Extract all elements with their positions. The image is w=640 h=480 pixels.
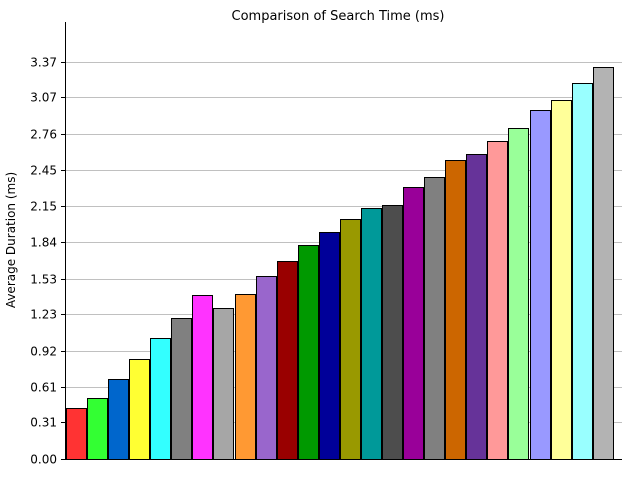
bar: [361, 208, 382, 460]
bar: [572, 83, 593, 460]
bar: [150, 338, 171, 460]
bar: [108, 379, 129, 460]
y-tick-label: 0.92: [30, 345, 57, 359]
y-tick-label: 3.07: [30, 91, 57, 105]
y-tick-label: 2.15: [30, 200, 57, 214]
bar: [192, 295, 213, 460]
y-axis-label: Average Duration (ms): [4, 172, 18, 308]
y-tick-label: 1.23: [30, 308, 57, 322]
y-tick-label: 1.53: [30, 273, 57, 287]
bar: [256, 276, 277, 460]
y-tick-label: 2.76: [30, 128, 57, 142]
bar: [424, 177, 445, 460]
bar: [403, 187, 424, 460]
chart-title: Comparison of Search Time (ms): [232, 9, 445, 24]
bar: [129, 359, 150, 460]
bar: [382, 205, 403, 460]
bar: [508, 128, 529, 460]
bar: [87, 398, 108, 460]
bar: [235, 294, 256, 460]
bar: [487, 141, 508, 460]
bar: [466, 154, 487, 460]
y-tick-label: 0.31: [30, 416, 57, 430]
bar: [66, 408, 87, 460]
y-tick-label: 0.61: [30, 381, 57, 395]
y-axis-ticks: 0.00 0.31 0.61 0.92 1.23 1.53 1.84 2.15 2.45 2.76…: [30, 56, 65, 467]
y-tick-label: 1.84: [30, 236, 57, 250]
y-tick-label: 0.00: [30, 453, 57, 467]
axes: [65, 22, 622, 460]
y-tick-label: 2.45: [30, 164, 57, 178]
bar: [445, 160, 466, 460]
bar: [277, 261, 298, 460]
bars: [66, 67, 614, 460]
bar: [593, 67, 614, 460]
bar: [213, 308, 234, 460]
y-tick-label: 3.37: [30, 56, 57, 70]
bar: [298, 245, 319, 460]
bar: [340, 219, 361, 460]
bar: [171, 318, 192, 460]
bar: [530, 110, 551, 460]
bar: [319, 232, 340, 460]
bar: [551, 100, 572, 460]
